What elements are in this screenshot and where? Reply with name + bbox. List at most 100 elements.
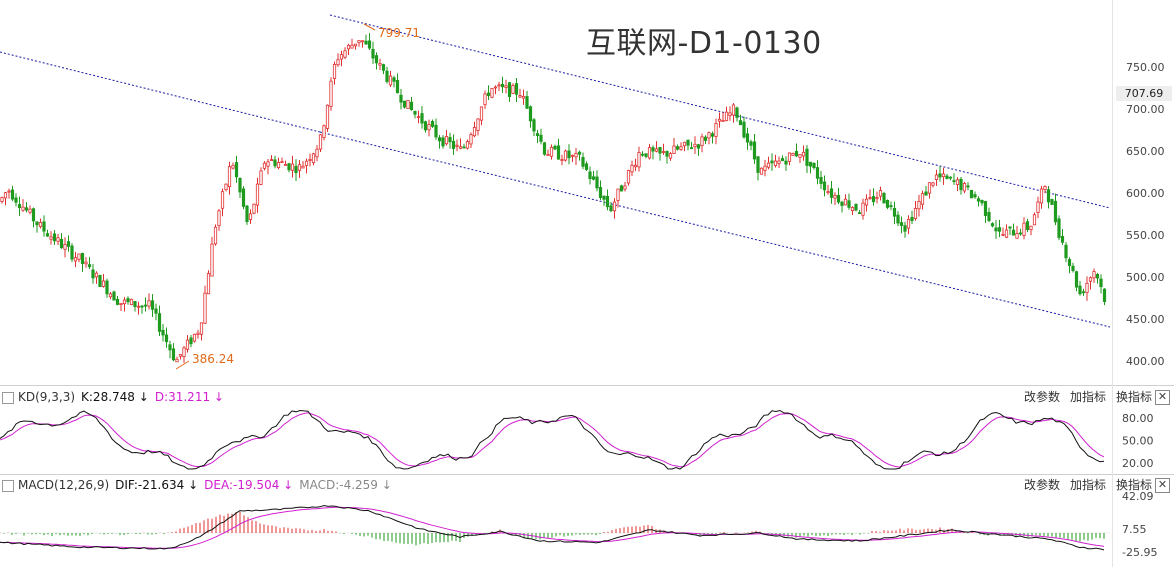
- candle: [381, 63, 386, 75]
- candle: [892, 201, 897, 225]
- macd-close-icon[interactable]: ✕: [1155, 478, 1170, 493]
- kd-switch-indicator-button[interactable]: 换指标: [1115, 390, 1152, 404]
- candle: [581, 152, 585, 170]
- macd-edit-params-button[interactable]: 改参数: [1023, 478, 1060, 492]
- chart-title: 互联网-D1-0130: [586, 26, 822, 61]
- candle: [315, 145, 319, 162]
- kd-add-indicator-button[interactable]: 加指标: [1069, 390, 1106, 404]
- macd-dif-line: [0, 504, 1105, 551]
- candle: [668, 152, 673, 161]
- kd-axis: 80.00 50.00 20.00: [1122, 412, 1154, 470]
- candle: [574, 148, 578, 165]
- candle: [511, 83, 515, 94]
- candle: [644, 153, 648, 159]
- candle: [413, 110, 417, 119]
- candle: [455, 139, 459, 152]
- macd-tick-label: -25.95: [1122, 546, 1157, 559]
- candle: [311, 152, 316, 166]
- candle: [392, 75, 396, 88]
- candle: [798, 154, 802, 163]
- candle: [752, 133, 757, 164]
- candle: [588, 166, 592, 185]
- kd-edit-params-button[interactable]: 改参数: [1023, 390, 1060, 404]
- candle: [185, 335, 190, 353]
- candle: [52, 230, 57, 246]
- candle: [168, 340, 172, 359]
- candle: [959, 177, 963, 195]
- candle: [584, 161, 589, 171]
- candle: [514, 78, 519, 103]
- candle: [679, 142, 683, 151]
- candle: [805, 145, 809, 173]
- macd-add-indicator-button[interactable]: 加指标: [1069, 478, 1106, 492]
- candle: [539, 128, 543, 145]
- candle: [700, 133, 704, 153]
- candle: [1074, 270, 1079, 292]
- macd-dea-line: [0, 506, 1105, 549]
- candle: [535, 129, 540, 144]
- candle: [371, 41, 375, 64]
- candle: [399, 88, 403, 110]
- candle: [269, 155, 274, 162]
- candle: [857, 210, 862, 215]
- candle: [1039, 185, 1044, 209]
- candle: [682, 141, 687, 152]
- collapse-icon[interactable]: [2, 479, 14, 492]
- candle: [217, 208, 221, 231]
- candle: [304, 158, 309, 174]
- candle: [801, 145, 806, 161]
- candle: [612, 198, 617, 219]
- collapse-icon[interactable]: [2, 391, 14, 404]
- candle: [266, 158, 270, 175]
- candle: [693, 136, 697, 154]
- candle: [49, 231, 53, 245]
- candle: [1043, 185, 1047, 194]
- price-axis: 400.00 450.00 500.00 550.00 600.00 650.00 700.…: [1126, 61, 1165, 368]
- candle: [542, 141, 547, 156]
- candle: [777, 156, 781, 168]
- candle: [787, 152, 792, 166]
- macd-switch-indicator-button[interactable]: 换指标: [1115, 478, 1152, 492]
- candle: [990, 222, 995, 228]
- candle: [119, 302, 123, 311]
- candle: [91, 263, 95, 284]
- candle: [567, 144, 571, 165]
- price-tick-label: 500.00: [1126, 271, 1165, 284]
- candle: [206, 270, 211, 295]
- candle: [651, 145, 655, 160]
- candle: [861, 198, 865, 220]
- candle: [483, 90, 487, 109]
- candle: [213, 224, 218, 246]
- candle: [686, 139, 690, 151]
- candle: [318, 134, 323, 153]
- candle: [409, 97, 414, 111]
- trendline-left: [0, 51, 321, 133]
- candle: [343, 47, 347, 60]
- candle: [689, 141, 694, 150]
- candle: [420, 106, 424, 129]
- candle: [493, 85, 498, 95]
- candle: [854, 203, 858, 212]
- candle: [980, 199, 984, 206]
- kd-k-value: K:28.748 ↓: [81, 390, 149, 404]
- price-tick-label: 450.00: [1126, 313, 1165, 326]
- candle: [175, 356, 179, 363]
- candle: [640, 151, 645, 157]
- candle: [66, 235, 71, 252]
- macd-tick-label: 7.55: [1122, 523, 1147, 536]
- candle: [563, 149, 568, 162]
- candle: [1088, 276, 1093, 290]
- kd-controls: 改参数 加指标 换指标: [1014, 387, 1152, 407]
- candle: [1036, 196, 1040, 219]
- candle: [504, 79, 508, 94]
- candle: [31, 207, 36, 228]
- candle: [756, 156, 760, 181]
- candle: [927, 182, 932, 199]
- candle: [637, 146, 641, 172]
- candle: [262, 161, 267, 171]
- kd-close-icon[interactable]: ✕: [1155, 390, 1170, 405]
- candle: [724, 106, 729, 122]
- candle: [70, 243, 74, 263]
- candle: [647, 143, 652, 160]
- candle: [1025, 218, 1030, 233]
